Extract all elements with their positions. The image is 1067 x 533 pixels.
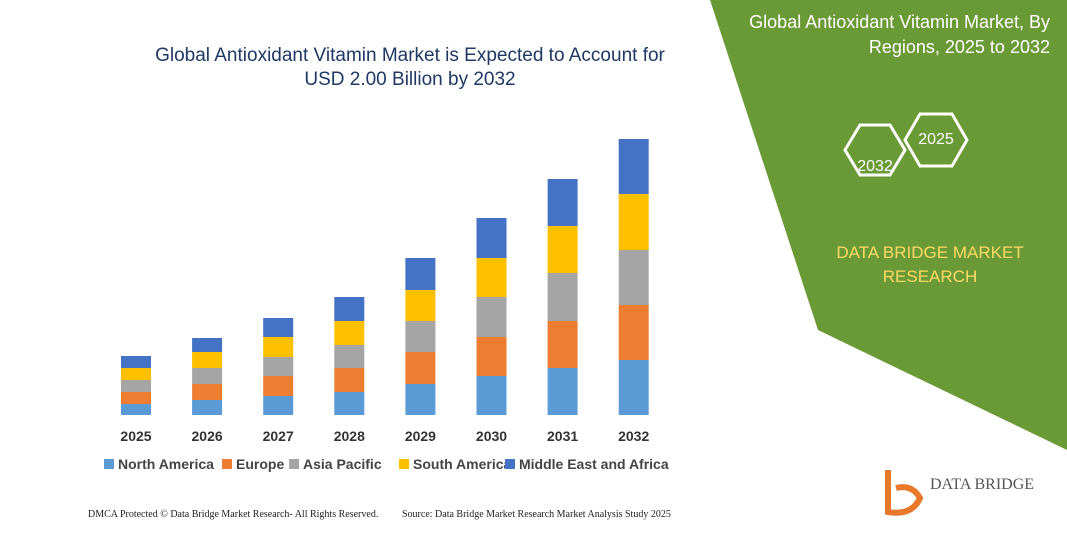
- bar-segment: [121, 380, 151, 392]
- bar-segment: [334, 321, 365, 345]
- bar-segment: [263, 376, 294, 396]
- x-tick-label: 2029: [405, 428, 436, 444]
- bar-segment: [334, 345, 365, 368]
- bar-segment: [192, 338, 223, 352]
- bar-segment: [476, 376, 507, 415]
- hex-label: 2025: [918, 131, 954, 148]
- bar-segment: [263, 357, 294, 376]
- x-tick-label: 2030: [476, 428, 507, 444]
- bar-segment: [476, 297, 507, 337]
- bar-segment: [405, 352, 436, 384]
- bar-segment: [618, 139, 649, 194]
- x-tick-label: 2032: [618, 428, 649, 444]
- bar-segment: [192, 384, 223, 400]
- bar-segment: [547, 226, 578, 273]
- bar-segment: [405, 290, 436, 321]
- plot: 2025 2026 2027 2028 2029 2030 2031 2032 North Am…: [104, 139, 669, 472]
- x-tick-label: 2028: [334, 428, 365, 444]
- bar-segment: [121, 404, 151, 415]
- legend-label: South America: [413, 456, 511, 472]
- x-tick-label: 2026: [192, 428, 223, 444]
- hexagon: [843, 123, 907, 177]
- bar-segment: [547, 273, 578, 321]
- bar-segment: [618, 250, 649, 305]
- hex-label: 2032: [857, 158, 893, 175]
- x-tick-label: 2031: [547, 428, 578, 444]
- legend-swatch: [104, 459, 114, 469]
- bar-segment: [121, 392, 151, 404]
- bar-segment: [121, 356, 151, 368]
- bar-segment: [547, 321, 578, 368]
- bar-segment: [405, 384, 436, 415]
- legend-swatch: [399, 459, 409, 469]
- chart-title: Global Antioxidant Vitamin Market is Exp…: [155, 45, 665, 90]
- bar-segment: [334, 297, 365, 321]
- bar-segment: [618, 360, 649, 415]
- x-tick-label: 2027: [263, 428, 294, 444]
- logo-icon: [885, 470, 924, 516]
- bar-segment: [263, 396, 294, 415]
- legend-label: Middle East and Africa: [519, 456, 669, 472]
- legend-label: Europe: [236, 456, 284, 472]
- footer-right: Source: Data Bridge Market Research Mark…: [402, 509, 671, 520]
- bar-segment: [192, 368, 223, 384]
- bar-segment: [405, 321, 436, 352]
- bar-segment: [476, 258, 507, 297]
- legend-swatch: [289, 459, 299, 469]
- footer-left: DMCA Protected © Data Bridge Market Rese…: [88, 509, 379, 520]
- bar-segment: [547, 368, 578, 415]
- bar-segment: [263, 318, 294, 337]
- bar-segment: [192, 400, 223, 415]
- bar-segment: [476, 337, 507, 376]
- bar-segment: [618, 194, 649, 250]
- bar-segment: [121, 368, 151, 380]
- bar-segment: [405, 258, 436, 290]
- bar-segment: [192, 352, 223, 368]
- bar-segment: [547, 179, 578, 226]
- legend-label: North America: [118, 456, 214, 472]
- hexagon: [903, 112, 969, 168]
- bar-segment: [263, 337, 294, 357]
- legend-label: Asia Pacific: [303, 456, 382, 472]
- logo-text: DATA BRIDGE: [930, 476, 1035, 493]
- x-tick-label: 2025: [120, 428, 151, 444]
- bar-segment: [618, 305, 649, 360]
- green-panel: [710, 0, 1067, 450]
- bar-segment: [334, 368, 365, 392]
- bar-segment: [334, 392, 365, 415]
- legend-swatch: [505, 459, 515, 469]
- legend-swatch: [222, 459, 232, 469]
- brand: DATA BRIDGE MARKET RESEARCH: [836, 243, 1024, 286]
- bar-segment: [476, 218, 507, 258]
- panel-title: Global Antioxidant Vitamin Market, By Re…: [749, 12, 1050, 57]
